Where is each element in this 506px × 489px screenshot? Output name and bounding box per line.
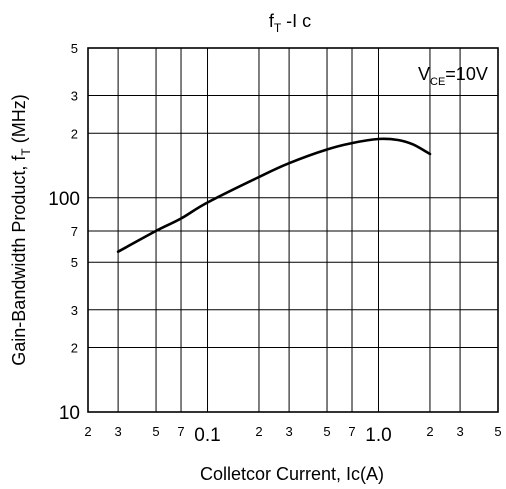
x-tick-label: 5	[494, 424, 501, 439]
x-tick-label: 7	[348, 424, 355, 439]
x-tick-label: 3	[285, 424, 292, 439]
x-axis-label: Colletcor Current, Ic(A)	[200, 464, 384, 484]
y-tick-label: 5	[71, 255, 78, 270]
y-axis-label: Gain-Bandwidth Product, fT (MHz)	[9, 94, 33, 365]
x-tick-labels: 2 3 5 7 0.1 2 3 5 7 1.0 2 3 5	[84, 424, 501, 446]
series-line	[116, 137, 432, 253]
y-tick-label: 100	[48, 189, 80, 210]
x-tick-label: 0.1	[194, 425, 220, 446]
y-tick-label: 2	[71, 341, 78, 356]
y-tick-label: 3	[71, 89, 78, 104]
x-tick-label: 3	[114, 424, 121, 439]
chart-title: fT -I c	[269, 11, 311, 35]
grid	[88, 47, 499, 412]
plot-frame	[87, 47, 499, 413]
y-tick-labels: 10 2 3 5 7 100 2 3 5	[48, 41, 80, 424]
x-tick-label: 2	[426, 424, 433, 439]
y-tick-label: 7	[71, 224, 78, 239]
x-tick-label: 5	[152, 424, 159, 439]
vce-annotation: VCE=10V	[418, 64, 488, 88]
y-tick-label: 10	[59, 403, 80, 424]
y-tick-label: 3	[71, 303, 78, 318]
y-tick-label: 5	[71, 41, 78, 56]
x-tick-label: 7	[177, 424, 184, 439]
x-tick-label: 5	[323, 424, 330, 439]
x-tick-label: 2	[255, 424, 262, 439]
x-tick-label: 1.0	[365, 425, 391, 446]
x-tick-label: 3	[456, 424, 463, 439]
y-tick-label: 2	[71, 126, 78, 141]
x-tick-label: 2	[84, 424, 91, 439]
